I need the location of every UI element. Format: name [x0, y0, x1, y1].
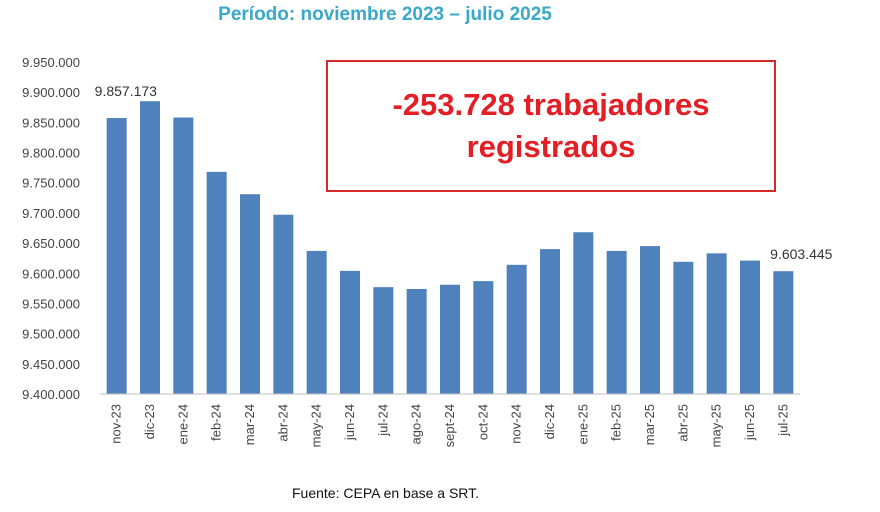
x-tick-label: mar-25	[642, 404, 657, 445]
x-tick-label: mar-24	[242, 404, 257, 445]
x-tick-label: feb-25	[609, 404, 624, 441]
bar	[640, 246, 660, 394]
y-tick-label: 9.650.000	[22, 236, 80, 251]
bar	[673, 261, 694, 394]
y-tick-label: 9.550.000	[22, 296, 80, 311]
x-tick-label: may-25	[709, 404, 724, 447]
y-tick-label: 9.600.000	[22, 266, 80, 281]
chart-subtitle: Período: noviembre 2023 – julio 2025	[218, 4, 552, 25]
y-tick-label: 9.500.000	[22, 327, 80, 342]
y-tick-label: 9.850.000	[22, 115, 80, 130]
x-tick-label: abr-24	[275, 404, 290, 442]
bar	[306, 250, 327, 394]
bar	[240, 194, 260, 394]
bar	[173, 117, 194, 394]
x-tick-label: oct-24	[475, 404, 490, 440]
bar	[373, 287, 394, 394]
callout-box: -253.728 trabajadores registrados	[326, 60, 776, 192]
bar	[340, 270, 360, 394]
x-tick-label: jun-25	[742, 404, 757, 441]
x-tick-label: feb-24	[209, 404, 224, 441]
source-note: Fuente: CEPA en base a SRT.	[292, 485, 480, 501]
x-tick-label: may-24	[309, 404, 324, 447]
x-tick-label: dic-24	[542, 404, 557, 439]
x-tick-label: sept-24	[442, 404, 457, 447]
bar	[206, 171, 227, 394]
bar	[740, 260, 760, 394]
callout-text: -253.728 trabajadores registrados	[392, 87, 710, 164]
x-tick-label: jul-25	[775, 404, 790, 437]
bar	[540, 249, 560, 394]
data-labels: 9.857.173 9.603.445	[95, 83, 833, 262]
bar	[473, 281, 494, 394]
y-tick-label: 9.950.000	[22, 55, 80, 70]
x-axis: nov-23 dic-23 ene-24 feb-24 mar-24 abr-24 may-…	[109, 404, 791, 447]
data-label: 9.857.173	[95, 83, 157, 99]
bar	[440, 284, 460, 394]
y-axis: 9.400.000 9.450.000 9.500.000 9.550.000 9.60…	[22, 55, 80, 402]
bar	[606, 250, 627, 394]
x-tick-label: dic-23	[142, 404, 157, 439]
data-label: 9.603.445	[770, 246, 832, 262]
bar	[406, 288, 427, 394]
x-tick-label: abr-25	[675, 404, 690, 442]
bars	[106, 101, 794, 395]
y-tick-label: 9.800.000	[22, 146, 80, 161]
y-tick-label: 9.900.000	[22, 85, 80, 100]
bar	[506, 264, 527, 394]
x-tick-label: nov-23	[109, 404, 124, 444]
bar	[706, 253, 727, 394]
x-tick-label: jun-24	[342, 404, 357, 441]
x-tick-label: ago-24	[409, 404, 424, 444]
y-tick-label: 9.400.000	[22, 387, 80, 402]
y-tick-label: 9.450.000	[22, 357, 80, 372]
x-tick-label: ene-24	[175, 404, 190, 444]
bar	[573, 232, 594, 394]
y-tick-label: 9.750.000	[22, 176, 80, 191]
bar	[106, 118, 127, 394]
bar	[140, 101, 160, 395]
bar	[273, 214, 294, 394]
x-tick-label: nov-24	[509, 404, 524, 444]
bar	[773, 271, 794, 394]
x-tick-label: jul-24	[375, 404, 390, 437]
y-tick-label: 9.700.000	[22, 206, 80, 221]
x-tick-label: ene-25	[575, 404, 590, 444]
